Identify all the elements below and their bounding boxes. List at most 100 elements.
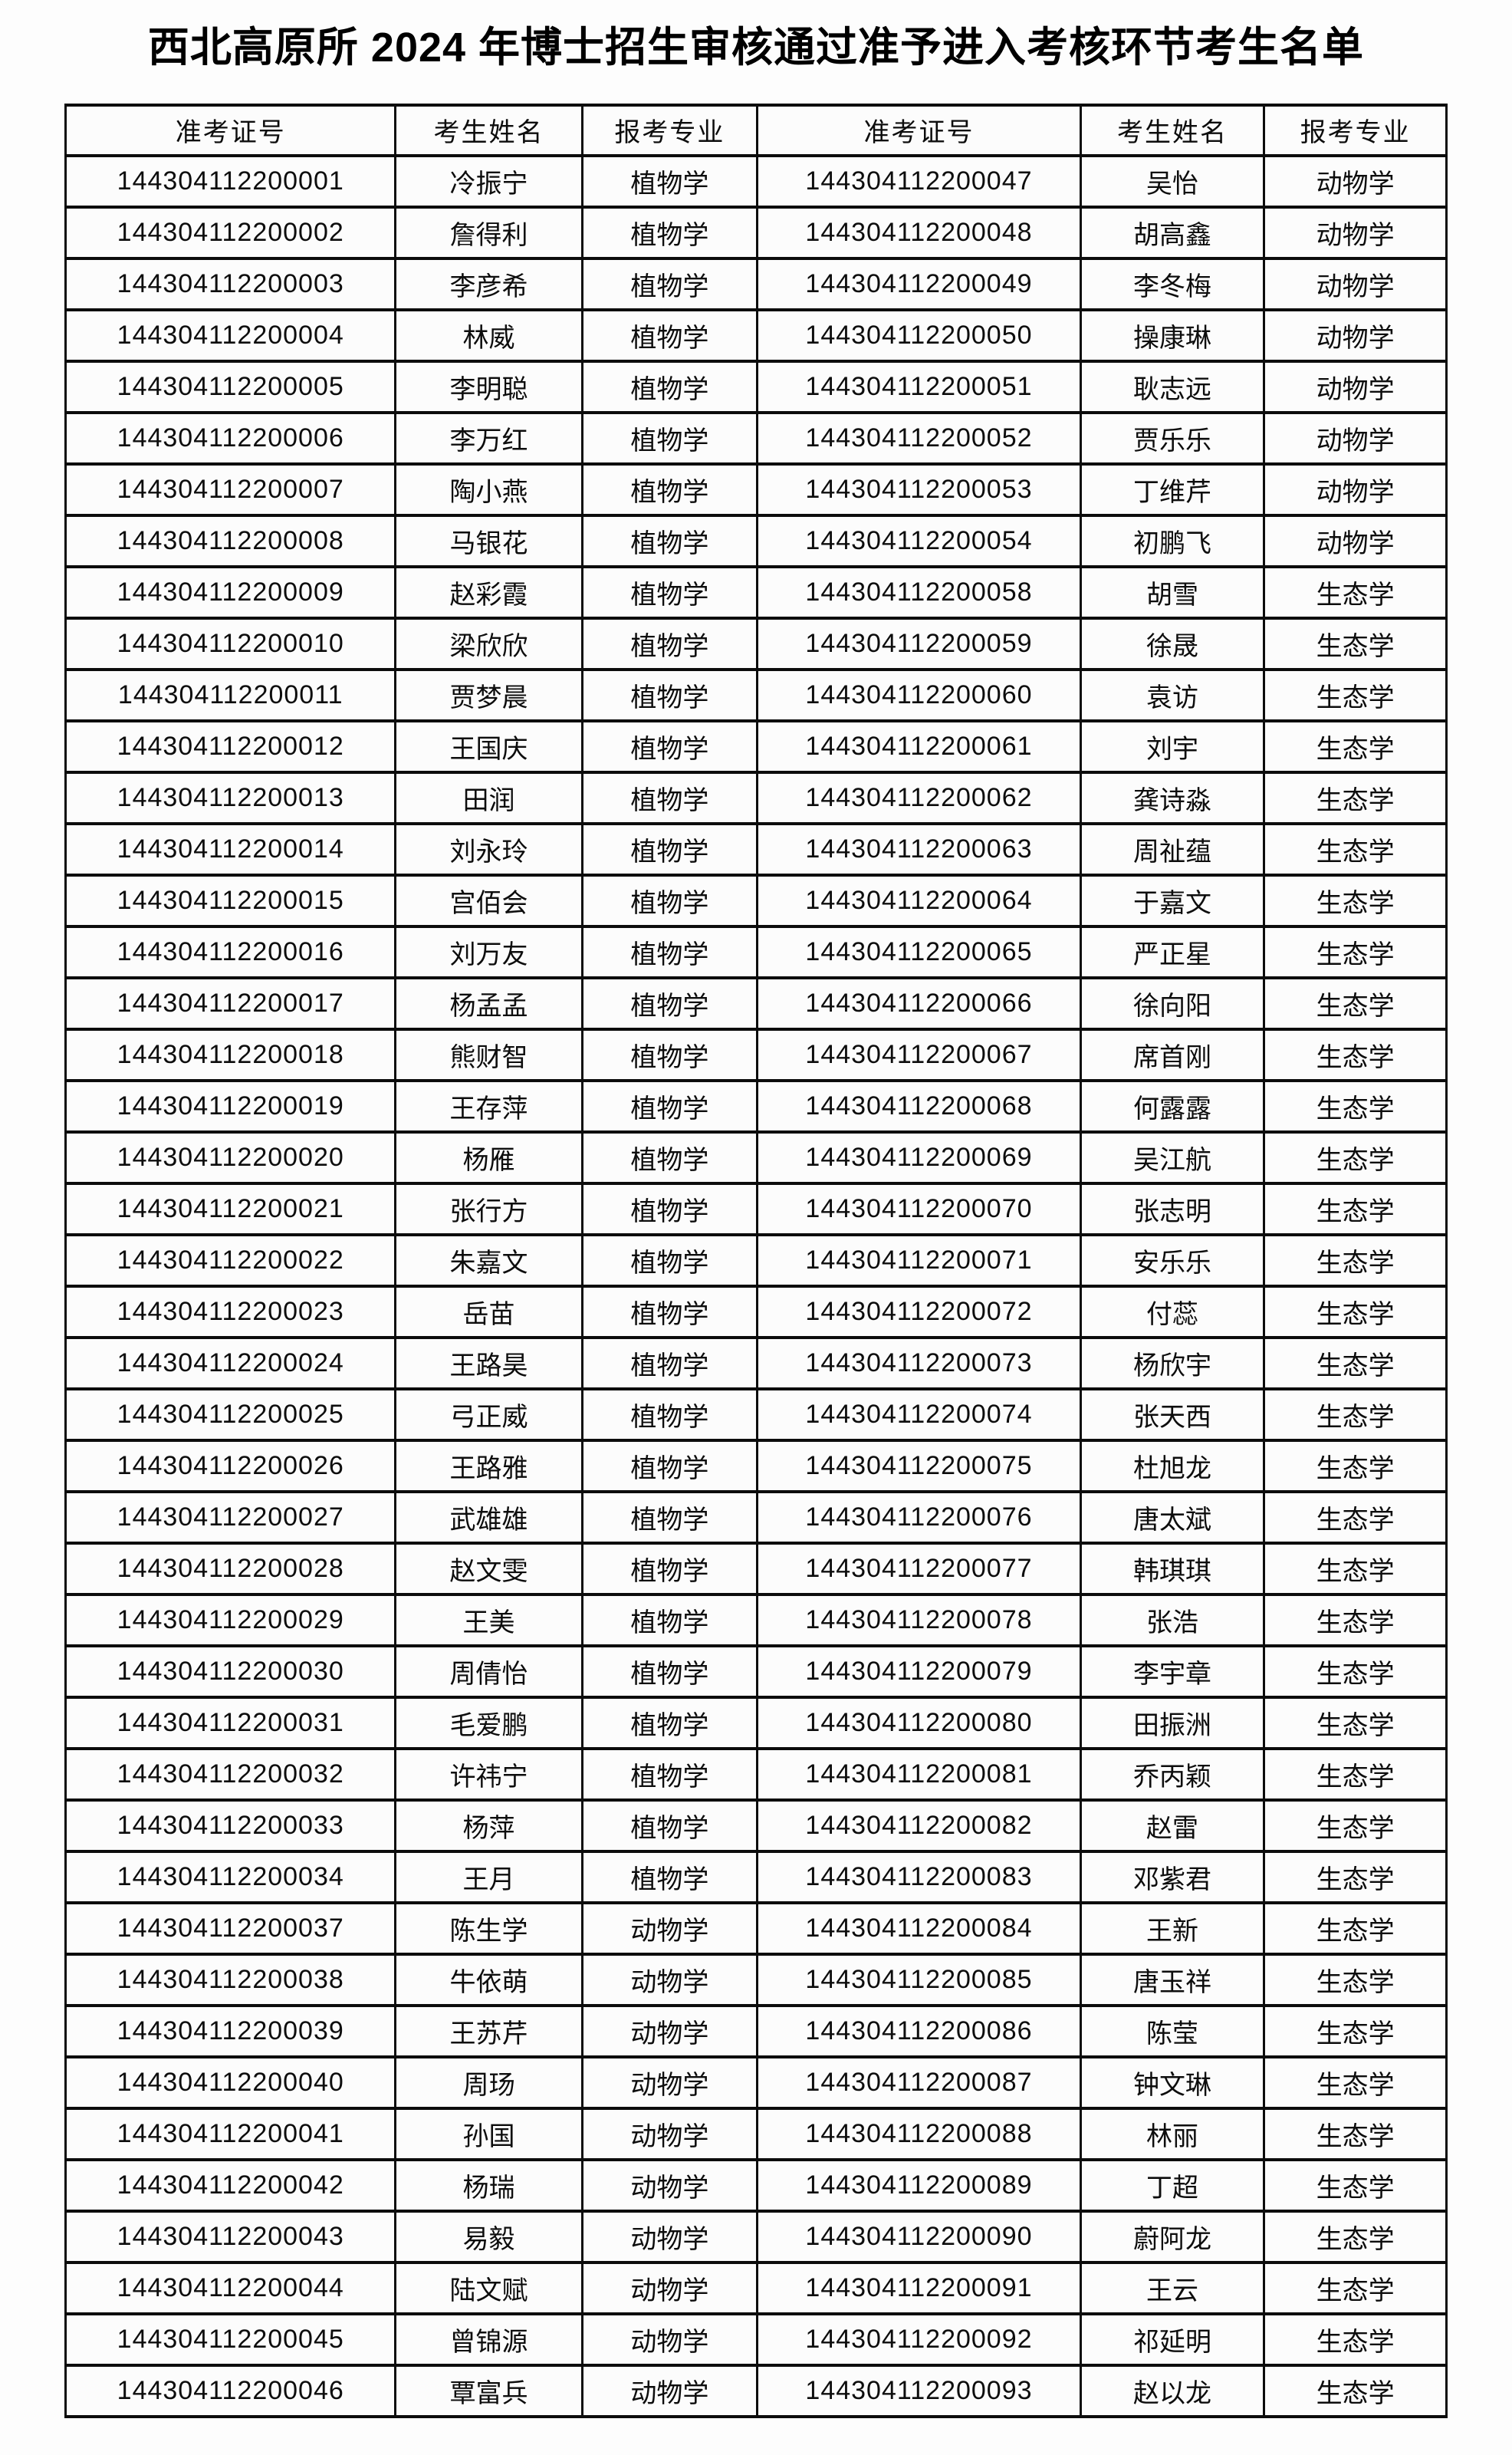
major: 生态学 xyxy=(1263,1489,1448,1545)
candidate-name: 丁维芹 xyxy=(1079,462,1266,517)
exam-number: 144304112200021 xyxy=(64,1181,397,1236)
candidate-name: 初鹏飞 xyxy=(1079,513,1266,568)
exam-number: 144304112200092 xyxy=(756,2312,1082,2367)
exam-number: 144304112200032 xyxy=(64,1746,397,1802)
candidate-name: 韩琪琪 xyxy=(1079,1541,1266,1596)
exam-number: 144304112200017 xyxy=(64,976,397,1031)
candidate-name: 周祉蕴 xyxy=(1079,821,1266,877)
candidate-name: 陆文赋 xyxy=(394,2260,583,2315)
candidate-name: 贾乐乐 xyxy=(1079,410,1266,466)
candidate-name: 毛爱鹏 xyxy=(394,1695,583,1750)
candidate-name: 熊财智 xyxy=(394,1027,583,1082)
candidate-name: 李冬梅 xyxy=(1079,256,1266,311)
major: 植物学 xyxy=(580,1644,759,1699)
major: 植物学 xyxy=(580,205,759,260)
candidate-name: 张天西 xyxy=(1079,1387,1266,1442)
major: 动物学 xyxy=(1263,410,1448,466)
table-row: 144304112200002 詹得利 植物学 144304112200048 胡高鑫动… xyxy=(64,205,1448,260)
table-row: 144304112200017 杨孟孟 植物学 144304112200066 徐向阳生… xyxy=(64,976,1448,1031)
exam-number: 144304112200020 xyxy=(64,1130,397,1185)
major: 生态学 xyxy=(1263,1952,1448,2007)
candidate-name: 安乐乐 xyxy=(1079,1232,1266,1288)
exam-number: 144304112200013 xyxy=(64,770,397,825)
candidate-name: 曾锦源 xyxy=(394,2312,583,2367)
major: 植物学 xyxy=(580,1078,759,1134)
major: 生态学 xyxy=(1263,2003,1448,2058)
major: 植物学 xyxy=(580,1335,759,1390)
major: 动物学 xyxy=(1263,359,1448,414)
candidate-name: 胡雪 xyxy=(1079,564,1266,620)
table-row: 144304112200037 陈生学 动物学 144304112200084 王新 生态… xyxy=(64,1900,1448,1956)
major: 植物学 xyxy=(580,616,759,671)
major: 植物学 xyxy=(580,410,759,466)
table-row: 144304112200034 王月 植物学 144304112200083 邓紫君 生态… xyxy=(64,1849,1448,1904)
major: 动物学 xyxy=(580,2260,759,2315)
major: 生态学 xyxy=(1263,1900,1448,1956)
candidate-name: 易毅 xyxy=(394,2209,583,2264)
major: 生态学 xyxy=(1263,1027,1448,1082)
column-header: 报考专业 xyxy=(1263,103,1448,157)
major: 植物学 xyxy=(580,667,759,722)
table-row: 144304112200046 覃富兵 动物学 144304112200093 赵以龙生… xyxy=(64,2363,1448,2418)
candidate-name: 李明聪 xyxy=(394,359,583,414)
candidate-name: 徐晟 xyxy=(1079,616,1266,671)
exam-number: 144304112200023 xyxy=(64,1284,397,1339)
exam-number: 144304112200025 xyxy=(64,1387,397,1442)
major: 动物学 xyxy=(580,2312,759,2367)
table-row: 144304112200013 田润 植物学 144304112200062 龚诗淼 生态… xyxy=(64,770,1448,825)
candidate-name: 岳苗 xyxy=(394,1284,583,1339)
major: 动物学 xyxy=(580,2055,759,2110)
table-row: 144304112200011 贾梦晨 植物学 144304112200060 袁访 生态… xyxy=(64,667,1448,722)
table-row: 144304112200045 曾锦源 动物学 144304112200092 祁延明生… xyxy=(64,2312,1448,2367)
major: 生态学 xyxy=(1263,1387,1448,1442)
table-row: 144304112200010 梁欣欣 植物学 144304112200059 徐晟 生态… xyxy=(64,616,1448,671)
candidate-name: 李万红 xyxy=(394,410,583,466)
major: 动物学 xyxy=(1263,513,1448,568)
candidate-name: 朱嘉文 xyxy=(394,1232,583,1288)
exam-number: 144304112200059 xyxy=(756,616,1082,671)
table-row: 144304112200005 李明聪 植物学 144304112200051 耿志远动… xyxy=(64,359,1448,414)
major: 植物学 xyxy=(580,359,759,414)
exam-number: 144304112200002 xyxy=(64,205,397,260)
exam-number: 144304112200068 xyxy=(756,1078,1082,1134)
exam-number: 144304112200003 xyxy=(64,256,397,311)
exam-number: 144304112200082 xyxy=(756,1798,1082,1853)
major: 生态学 xyxy=(1263,2312,1448,2367)
exam-number: 144304112200028 xyxy=(64,1541,397,1596)
table-row: 144304112200004 林威 植物学 144304112200050 操康琳 动物… xyxy=(64,308,1448,363)
exam-number: 144304112200072 xyxy=(756,1284,1082,1339)
major: 植物学 xyxy=(580,513,759,568)
exam-number: 144304112200019 xyxy=(64,1078,397,1134)
candidate-name: 牛依萌 xyxy=(394,1952,583,2007)
candidate-name: 马银花 xyxy=(394,513,583,568)
major: 生态学 xyxy=(1263,1078,1448,1134)
candidate-name: 覃富兵 xyxy=(394,2363,583,2418)
candidate-name: 邓紫君 xyxy=(1079,1849,1266,1904)
major: 动物学 xyxy=(1263,153,1448,209)
exam-number: 144304112200004 xyxy=(64,308,397,363)
candidates-table: 准考证号 考生姓名 报考专业 准考证号 考生姓名 报考专业 144304112200001… xyxy=(64,103,1448,2418)
exam-number: 144304112200042 xyxy=(64,2157,397,2213)
table-body: 144304112200001 冷振宁 植物学 144304112200047 吴怡 动物… xyxy=(64,153,1448,2418)
table-row: 144304112200032 许祎宁 植物学 144304112200081 乔丙颖生… xyxy=(64,1746,1448,1802)
exam-number: 144304112200073 xyxy=(756,1335,1082,1390)
exam-number: 144304112200043 xyxy=(64,2209,397,2264)
candidate-name: 王路昊 xyxy=(394,1335,583,1390)
exam-number: 144304112200048 xyxy=(756,205,1082,260)
candidate-name: 祁延明 xyxy=(1079,2312,1266,2367)
major: 生态学 xyxy=(1263,719,1448,774)
candidate-name: 王国庆 xyxy=(394,719,583,774)
table-row: 144304112200031 毛爱鹏 植物学 144304112200080 田振洲生… xyxy=(64,1695,1448,1750)
table-row: 144304112200025 弓正威 植物学 144304112200074 张天西生… xyxy=(64,1387,1448,1442)
exam-number: 144304112200037 xyxy=(64,1900,397,1956)
exam-number: 144304112200005 xyxy=(64,359,397,414)
exam-number: 144304112200015 xyxy=(64,873,397,928)
major: 生态学 xyxy=(1263,873,1448,928)
major: 植物学 xyxy=(580,1130,759,1185)
major: 植物学 xyxy=(580,1387,759,1442)
table-row: 144304112200044 陆文赋 动物学 144304112200091 王云 生态… xyxy=(64,2260,1448,2315)
exam-number: 144304112200083 xyxy=(756,1849,1082,1904)
candidate-name: 王存萍 xyxy=(394,1078,583,1134)
exam-number: 144304112200012 xyxy=(64,719,397,774)
